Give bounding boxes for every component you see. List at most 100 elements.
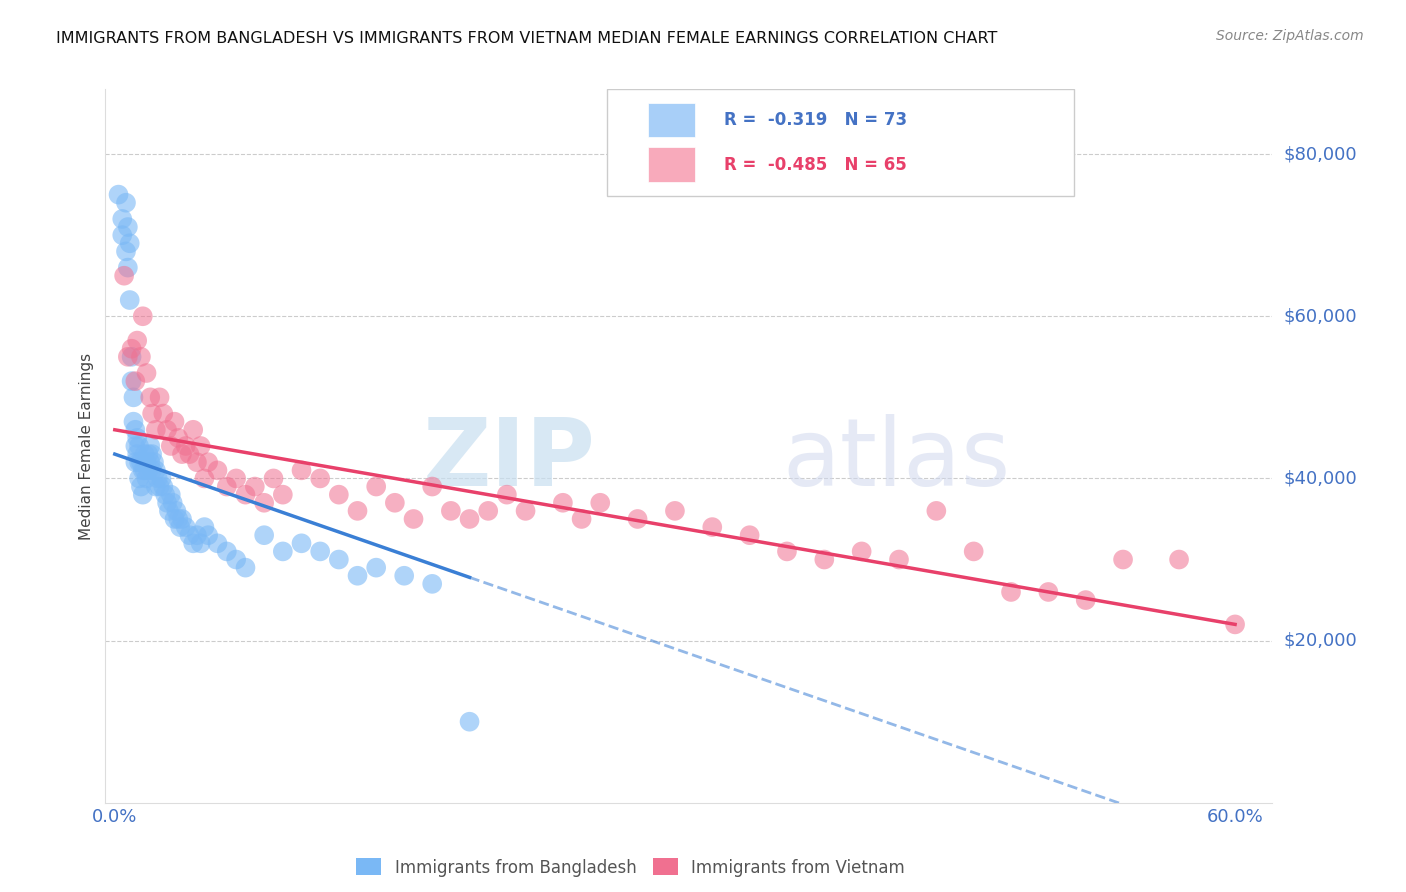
Point [243,479,266,493]
Point [111,211,134,226]
Point [163,512,186,526]
Point [225,471,247,485]
Point [135,366,157,380]
Point [887,552,910,566]
Point [141,407,163,421]
Point [107,187,129,202]
Point [346,568,368,582]
Point [139,455,162,469]
Point [571,512,593,526]
Point [162,496,184,510]
Point [207,536,229,550]
Y-axis label: Median Female Earnings: Median Female Earnings [79,352,94,540]
Point [112,268,135,283]
Point [384,496,406,510]
Point [141,447,163,461]
Point [420,577,443,591]
Point [128,439,150,453]
Point [235,488,257,502]
Point [207,463,229,477]
Point [271,544,294,558]
Point [271,488,294,502]
Point [197,455,219,469]
Point [309,544,332,558]
Point [589,496,612,510]
Point [124,423,146,437]
Point [263,471,285,485]
Point [118,293,141,307]
Point [179,528,201,542]
Point [165,504,187,518]
Point [121,342,143,356]
Point [190,439,212,453]
Point [127,334,149,348]
Point [215,479,238,493]
FancyBboxPatch shape [648,103,695,137]
Point [190,536,212,550]
Point [156,423,179,437]
Point [134,447,156,461]
Point [128,455,150,469]
Point [366,560,388,574]
Point [139,390,162,404]
Point [145,479,167,493]
Point [328,552,350,566]
Point [1223,617,1246,632]
Legend: Immigrants from Bangladesh, Immigrants from Vietnam: Immigrants from Bangladesh, Immigrants f… [356,858,905,877]
Point [153,488,176,502]
Point [169,520,191,534]
Point [515,504,537,518]
Point [702,520,724,534]
Point [1168,552,1191,566]
Point [152,407,174,421]
Point [496,488,519,502]
Point [111,228,134,243]
Point [122,390,145,404]
Point [851,544,873,558]
Point [129,455,152,469]
Point [135,471,157,485]
Point [402,512,425,526]
Point [290,536,312,550]
Point [152,479,174,493]
Point [145,463,167,477]
Point [118,236,141,251]
Point [626,512,648,526]
Point [440,504,463,518]
Point [138,463,160,477]
Point [150,471,173,485]
Text: IMMIGRANTS FROM BANGLADESH VS IMMIGRANTS FROM VIETNAM MEDIAN FEMALE EARNINGS COR: IMMIGRANTS FROM BANGLADESH VS IMMIGRANTS… [56,31,998,46]
Point [132,488,155,502]
Point [146,471,169,485]
Point [179,447,201,461]
Point [127,431,149,445]
Point [143,455,166,469]
Point [458,512,481,526]
Text: $40,000: $40,000 [1284,469,1357,487]
Point [225,552,247,566]
Point [392,568,415,582]
Point [170,447,193,461]
Point [181,536,204,550]
Point [117,260,139,275]
Point [139,439,162,453]
Text: Source: ZipAtlas.com: Source: ZipAtlas.com [1216,29,1364,43]
Text: R =  -0.485   N = 65: R = -0.485 N = 65 [724,155,907,174]
Point [458,714,481,729]
Point [197,528,219,542]
Text: ZIP: ZIP [423,414,596,507]
Point [163,415,186,429]
Point [121,374,143,388]
Point [135,455,157,469]
Point [117,350,139,364]
Point [174,520,197,534]
Point [124,455,146,469]
Point [925,504,948,518]
Point [328,488,350,502]
Point [174,439,197,453]
Point [420,479,443,493]
FancyBboxPatch shape [648,147,695,182]
Point [157,504,180,518]
Point [129,350,152,364]
Point [138,447,160,461]
